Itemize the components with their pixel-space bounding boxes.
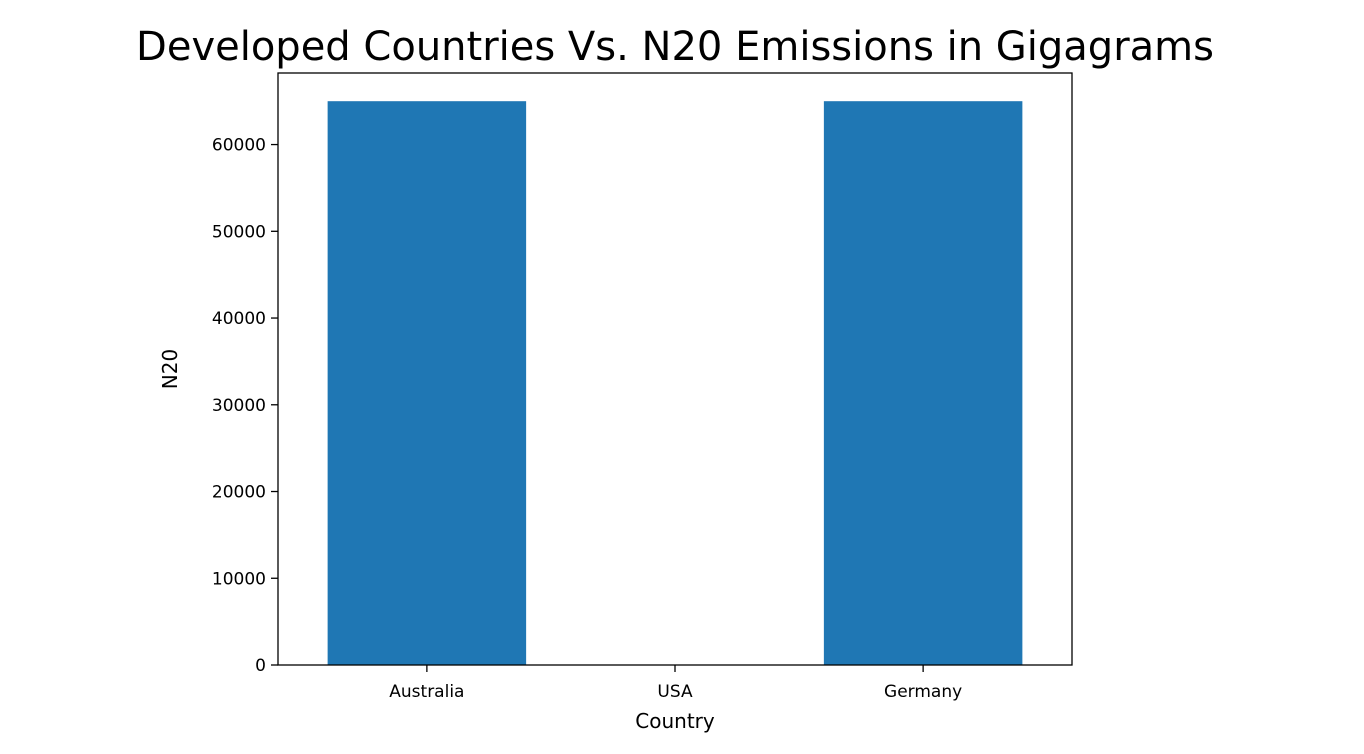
y-axis-label: N20 (158, 349, 182, 389)
y-tick-label: 0 (255, 656, 266, 676)
x-tick-label: USA (657, 682, 693, 702)
chart-title: Developed Countries Vs. N20 Emissions in… (136, 24, 1214, 70)
y-tick-label: 10000 (212, 569, 266, 589)
x-axis-label: Country (635, 709, 715, 733)
x-tick-label: Australia (389, 682, 464, 702)
x-axis-ticks: Australia USA Germany (389, 665, 962, 702)
x-tick-label: Germany (884, 682, 962, 702)
y-tick-label: 20000 (212, 483, 266, 503)
bar-germany (823, 101, 1023, 665)
bar-australia (327, 101, 527, 665)
y-tick-label: 50000 (212, 222, 266, 242)
y-tick-label: 60000 (212, 136, 266, 156)
bars-layer (327, 101, 1023, 665)
y-tick-label: 30000 (212, 396, 266, 416)
y-axis-ticks: 0 10000 20000 30000 40000 50000 60000 (212, 136, 278, 676)
y-tick-label: 40000 (212, 309, 266, 329)
